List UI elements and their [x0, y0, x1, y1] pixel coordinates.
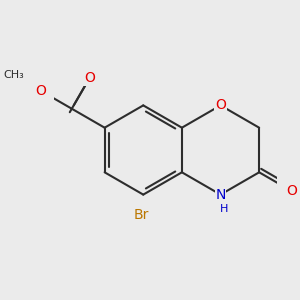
Text: O: O: [35, 84, 46, 98]
Text: CH₃: CH₃: [4, 70, 24, 80]
Text: H: H: [220, 204, 228, 214]
Text: N: N: [215, 188, 226, 202]
Text: O: O: [215, 98, 226, 112]
Text: O: O: [286, 184, 297, 198]
Text: O: O: [84, 71, 95, 85]
Text: Br: Br: [133, 208, 149, 222]
